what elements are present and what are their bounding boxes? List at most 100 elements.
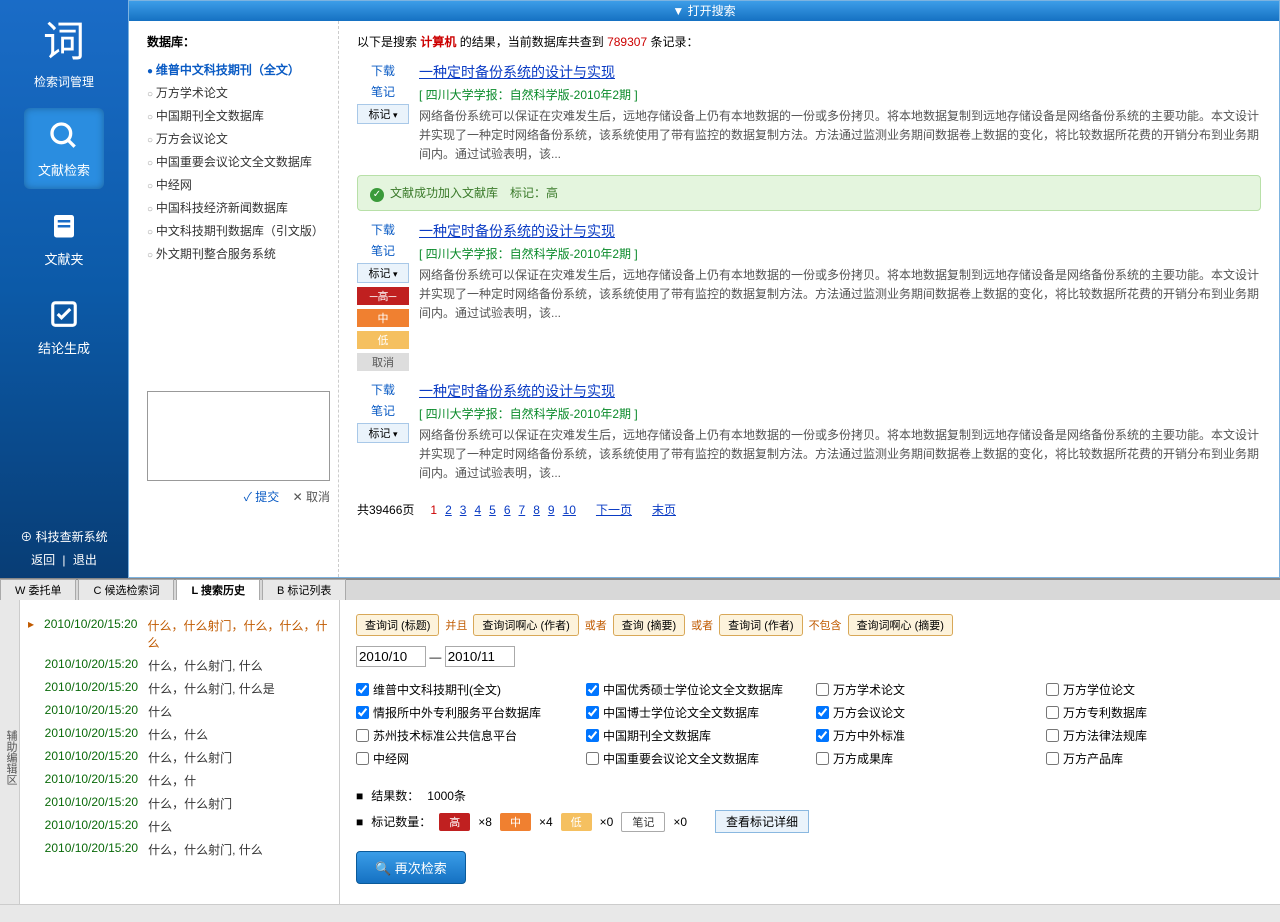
page-link[interactable]: 7: [519, 503, 526, 517]
note-link[interactable]: 笔记: [357, 402, 409, 419]
history-row[interactable]: 2010/10/20/15:20什么，什么射门, 什么是: [28, 677, 331, 700]
tab[interactable]: C 候选检索词: [78, 579, 174, 600]
db-checkbox-label[interactable]: 万方产品库: [1046, 750, 1264, 767]
db-checkbox-label[interactable]: 万方学位论文: [1046, 681, 1264, 698]
history-row[interactable]: 2010/10/20/15:20什么，什么: [28, 723, 331, 746]
tab[interactable]: W 委托单: [0, 579, 76, 600]
download-link[interactable]: 下载: [357, 381, 409, 398]
db-checkbox[interactable]: [1046, 706, 1059, 719]
db-checkbox-label[interactable]: 中国优秀硕士学位论文全文数据库: [586, 681, 804, 698]
history-row[interactable]: 2010/10/20/15:20什么: [28, 700, 331, 723]
page-link[interactable]: 2: [445, 503, 452, 517]
research-button[interactable]: 🔍 再次检索: [356, 851, 466, 884]
download-link[interactable]: 下载: [357, 62, 409, 79]
db-checkbox[interactable]: [586, 706, 599, 719]
db-checkbox[interactable]: [1046, 752, 1059, 765]
db-item[interactable]: 外文期刊整合服务系统: [147, 242, 328, 265]
page-link[interactable]: 8: [533, 503, 540, 517]
db-checkbox-label[interactable]: 中国博士学位论文全文数据库: [586, 704, 804, 721]
nav-search[interactable]: 文献检索: [24, 108, 104, 189]
download-link[interactable]: 下载: [357, 221, 409, 238]
db-checkbox-label[interactable]: 苏州技术标准公共信息平台: [356, 727, 574, 744]
db-checkbox[interactable]: [356, 706, 369, 719]
history-row[interactable]: 2010/10/20/15:20什么，什么射门, 什么: [28, 654, 331, 677]
db-item[interactable]: 中国期刊全文数据库: [147, 104, 328, 127]
page-link[interactable]: 3: [460, 503, 467, 517]
db-checkbox-label[interactable]: 万方成果库: [816, 750, 1034, 767]
tag-dropdown[interactable]: 标记: [357, 263, 409, 283]
horizontal-scrollbar[interactable]: [0, 904, 1280, 922]
db-checkbox-label[interactable]: 万方法律法规库: [1046, 727, 1264, 744]
db-checkbox[interactable]: [586, 729, 599, 742]
db-checkbox-label[interactable]: 万方中外标准: [816, 727, 1034, 744]
logo-subtitle[interactable]: 检索词管理: [34, 73, 94, 90]
db-item[interactable]: 中国重要会议论文全文数据库: [147, 150, 328, 173]
db-item[interactable]: 中经网: [147, 173, 328, 196]
note-link[interactable]: 笔记: [357, 242, 409, 259]
query-chip[interactable]: 查询词 (标题): [356, 614, 439, 636]
next-page[interactable]: 下一页: [596, 503, 632, 517]
history-row[interactable]: 2010/10/20/15:20什么，什: [28, 769, 331, 792]
history-row[interactable]: 2010/10/20/15:20什么: [28, 815, 331, 838]
page-link[interactable]: 5: [489, 503, 496, 517]
db-item[interactable]: 万方学术论文: [147, 81, 328, 104]
db-checkbox-label[interactable]: 万方会议论文: [816, 704, 1034, 721]
db-checkbox-label[interactable]: 中国重要会议论文全文数据库: [586, 750, 804, 767]
db-checkbox[interactable]: [816, 683, 829, 696]
note-textarea[interactable]: [147, 391, 330, 481]
query-chip[interactable]: 查询词啊心 (作者): [473, 614, 578, 636]
db-checkbox[interactable]: [356, 752, 369, 765]
page-link[interactable]: 10: [563, 503, 576, 517]
page-link[interactable]: 9: [548, 503, 555, 517]
date-from[interactable]: [356, 646, 426, 667]
nav-folder[interactable]: 文献夹: [24, 197, 104, 278]
result-title[interactable]: 一种定时备份系统的设计与实现: [419, 381, 615, 401]
nav-conclusion[interactable]: 结论生成: [24, 286, 104, 367]
tag-dropdown[interactable]: 标记: [357, 423, 409, 443]
tag-cancel[interactable]: 取消: [357, 353, 409, 371]
query-chip[interactable]: 查询 (摘要): [613, 614, 685, 636]
db-checkbox[interactable]: [816, 706, 829, 719]
db-checkbox-label[interactable]: 情报所中外专利服务平台数据库: [356, 704, 574, 721]
note-submit[interactable]: ✓ 提交: [244, 490, 280, 504]
db-item[interactable]: 维普中文科技期刊（全文）: [147, 58, 328, 81]
db-checkbox[interactable]: [356, 683, 369, 696]
result-title[interactable]: 一种定时备份系统的设计与实现: [419, 62, 615, 82]
history-row[interactable]: 2010/10/20/15:20什么，什么射门，什么，什么，什么: [28, 614, 331, 654]
db-checkbox-label[interactable]: 中国期刊全文数据库: [586, 727, 804, 744]
db-checkbox[interactable]: [1046, 683, 1059, 696]
tab[interactable]: L 搜索历史: [176, 579, 260, 600]
tag-mid[interactable]: 中: [357, 309, 409, 327]
db-checkbox[interactable]: [586, 683, 599, 696]
db-checkbox-label[interactable]: 万方学术论文: [816, 681, 1034, 698]
db-item[interactable]: 中国科技经济新闻数据库: [147, 196, 328, 219]
db-checkbox[interactable]: [586, 752, 599, 765]
history-row[interactable]: 2010/10/20/15:20什么，什么射门: [28, 746, 331, 769]
tab[interactable]: B 标记列表: [262, 579, 346, 600]
db-item[interactable]: 万方会议论文: [147, 127, 328, 150]
date-to[interactable]: [445, 646, 515, 667]
db-checkbox-label[interactable]: 维普中文科技期刊(全文): [356, 681, 574, 698]
back-link[interactable]: 返回: [27, 553, 59, 567]
query-chip[interactable]: 查询词 (作者): [719, 614, 802, 636]
view-tag-detail[interactable]: 查看标记详细: [715, 810, 809, 833]
open-search-bar[interactable]: ▼ 打开搜索: [129, 1, 1279, 21]
last-page[interactable]: 末页: [652, 503, 676, 517]
note-link[interactable]: 笔记: [357, 83, 409, 100]
tag-low[interactable]: 低: [357, 331, 409, 349]
history-row[interactable]: 2010/10/20/15:20什么，什么射门, 什么: [28, 838, 331, 861]
query-chip[interactable]: 查询词啊心 (摘要): [848, 614, 953, 636]
tag-high[interactable]: ─高─: [357, 287, 409, 305]
db-checkbox-label[interactable]: 中经网: [356, 750, 574, 767]
db-checkbox-label[interactable]: 万方专利数据库: [1046, 704, 1264, 721]
result-title[interactable]: 一种定时备份系统的设计与实现: [419, 221, 615, 241]
db-checkbox[interactable]: [356, 729, 369, 742]
page-link[interactable]: 4: [474, 503, 481, 517]
db-checkbox[interactable]: [1046, 729, 1059, 742]
db-item[interactable]: 中文科技期刊数据库（引文版）: [147, 219, 328, 242]
db-checkbox[interactable]: [816, 752, 829, 765]
exit-link[interactable]: 退出: [69, 553, 101, 567]
db-checkbox[interactable]: [816, 729, 829, 742]
history-row[interactable]: 2010/10/20/15:20什么，什么射门: [28, 792, 331, 815]
tag-dropdown[interactable]: 标记: [357, 104, 409, 124]
